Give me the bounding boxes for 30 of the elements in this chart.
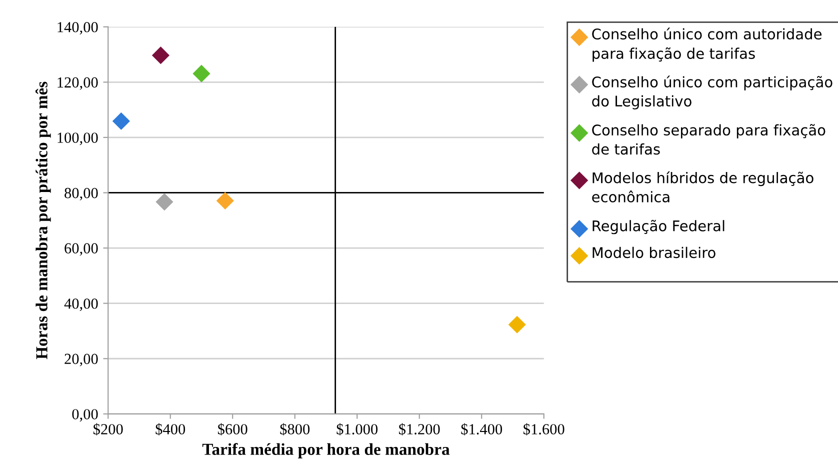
y-tick-label: 100,00	[58, 132, 98, 146]
legend-label: Modelos híbridos de regulação econômica	[592, 171, 814, 202]
point	[508, 316, 526, 334]
x-tick-label: $1.200	[399, 423, 440, 436]
point	[112, 112, 130, 130]
legend-label: Conselho único com autoridade para fixação de tarifas	[592, 28, 822, 62]
legend-label: Conselho separado para fixação de tarifas	[592, 124, 826, 155]
point	[192, 64, 210, 82]
x-tick-label: $1.600	[524, 423, 564, 436]
legend-label: Conselho único com participação do Legislativo	[592, 76, 832, 110]
point	[156, 193, 174, 211]
legend-label: Regulação Federal	[592, 220, 724, 234]
y-tick-label: 60,00	[64, 243, 98, 256]
x-tick-label: $200	[93, 423, 123, 436]
point	[216, 192, 234, 210]
x-tick-label: $1.000	[336, 423, 378, 436]
y-tick-label: 20,00	[64, 354, 98, 366]
x-tick-label: $800	[280, 423, 310, 436]
x-tick-label: $1.400	[461, 423, 502, 436]
legend-label: Modelo brasileiro	[592, 246, 716, 258]
x-tick-label: $600	[218, 423, 248, 436]
y-tick-label: 120,00	[58, 77, 98, 90]
y-tick-label: 140,00	[58, 22, 98, 35]
y-axis-title: Horas de manobra por prático por mês	[36, 82, 51, 360]
x-axis-title: Tarifa média por hora de manobra	[202, 443, 450, 458]
y-tick-label: 40,00	[64, 298, 98, 311]
y-tick-label: 0,00	[72, 409, 98, 422]
point	[152, 46, 170, 64]
y-tick-label: 80,00	[64, 188, 98, 200]
x-tick-label: $400	[156, 423, 186, 436]
